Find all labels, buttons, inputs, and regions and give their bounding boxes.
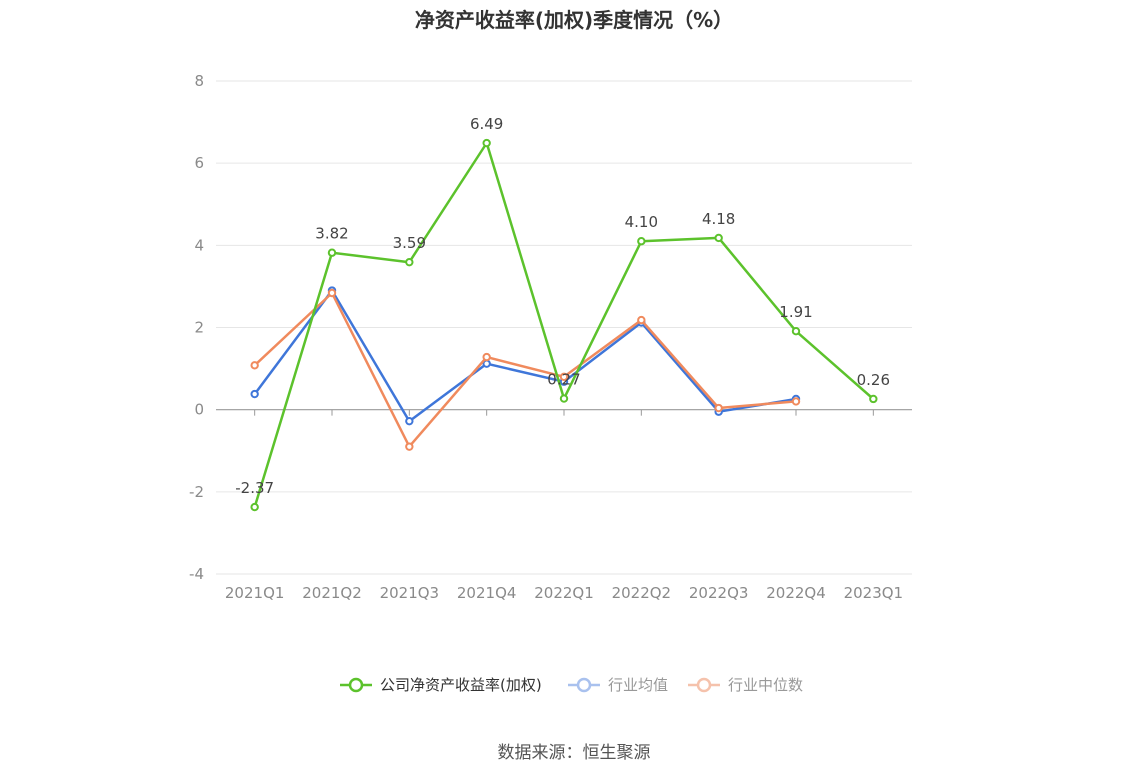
data-point-median[interactable] xyxy=(482,352,491,362)
data-point-avg[interactable] xyxy=(250,389,259,399)
legend-marker xyxy=(576,677,592,693)
data-point-company[interactable] xyxy=(405,257,414,267)
data-label: 1.91 xyxy=(779,303,812,321)
data-point-company[interactable] xyxy=(250,502,259,512)
x-tick-label: 2021Q4 xyxy=(457,584,517,602)
grid-lines xyxy=(216,80,912,575)
data-point-median[interactable] xyxy=(250,361,259,370)
legend-label: 行业中位数 xyxy=(728,676,803,694)
legend-label: 公司净资产收益率(加权) xyxy=(380,676,542,694)
legend-label: 行业均值 xyxy=(608,676,668,694)
data-point-company[interactable] xyxy=(559,394,569,403)
x-tick-label: 2022Q2 xyxy=(612,584,672,602)
data-labels: -2.37 3.82 3.59 6.49 0.27 4.10 4.18 1.91 0.26 xyxy=(235,115,890,497)
x-axis: 2021Q1 2021Q2 2021Q3 2021Q4 2022Q1 2022Q2 2022… xyxy=(216,409,912,602)
data-label: 0.27 xyxy=(547,371,580,389)
legend-item-avg[interactable]: 行业均值 xyxy=(568,676,668,694)
series-line-median xyxy=(253,291,797,448)
y-tick-label: 2 xyxy=(194,319,204,337)
x-tick-label: 2023Q1 xyxy=(844,584,904,602)
legend-marker xyxy=(696,677,712,693)
data-point-median[interactable] xyxy=(559,372,569,381)
y-tick-label: 0 xyxy=(194,401,204,419)
data-label: 3.82 xyxy=(315,225,348,243)
x-tick-label: 2021Q3 xyxy=(380,584,440,602)
data-point-median[interactable] xyxy=(637,315,646,325)
chart-title: 净资产收益率(加权)季度情况（%） xyxy=(414,8,734,32)
data-point-median[interactable] xyxy=(405,442,414,451)
data-point-median[interactable] xyxy=(714,403,723,413)
x-tick-label: 2022Q4 xyxy=(766,584,826,602)
data-point-company[interactable] xyxy=(637,237,646,246)
legend-item-company[interactable]: 公司净资产收益率(加权) xyxy=(340,676,542,694)
data-point-company[interactable] xyxy=(791,326,801,336)
y-tick-label: 8 xyxy=(194,72,204,90)
data-label: 6.49 xyxy=(470,115,503,133)
x-tick-label: 2022Q3 xyxy=(689,584,749,602)
data-label: -2.37 xyxy=(235,479,274,497)
legend-item-median[interactable]: 行业中位数 xyxy=(688,676,803,694)
data-point-avg[interactable] xyxy=(405,416,414,426)
data-point-company[interactable] xyxy=(327,248,337,257)
y-axis: -4 -2 0 2 4 6 8 xyxy=(189,72,204,583)
y-tick-label: 4 xyxy=(194,236,204,254)
data-point-company[interactable] xyxy=(482,138,491,148)
y-tick-label: 6 xyxy=(194,154,204,172)
series-layer xyxy=(250,138,878,512)
x-tick-label: 2021Q1 xyxy=(225,584,285,602)
data-point-median[interactable] xyxy=(791,397,801,406)
legend-marker xyxy=(348,677,364,693)
data-source: 数据来源：恒生聚源 xyxy=(497,743,651,763)
y-tick-label: -2 xyxy=(189,483,204,501)
data-label: 4.18 xyxy=(702,210,735,228)
x-tick-label: 2021Q2 xyxy=(302,584,362,602)
data-label: 0.26 xyxy=(857,371,890,389)
legend[interactable]: 公司净资产收益率(加权) 行业均值 行业中位数 xyxy=(340,676,803,694)
data-label: 3.59 xyxy=(393,234,426,252)
data-label: 4.10 xyxy=(625,213,658,231)
data-point-median[interactable] xyxy=(327,288,337,298)
data-point-company[interactable] xyxy=(714,233,723,243)
series-line-avg xyxy=(253,289,797,423)
x-tick-label: 2022Q1 xyxy=(534,584,594,602)
y-tick-label: -4 xyxy=(189,565,204,583)
data-point-company[interactable] xyxy=(869,394,878,404)
